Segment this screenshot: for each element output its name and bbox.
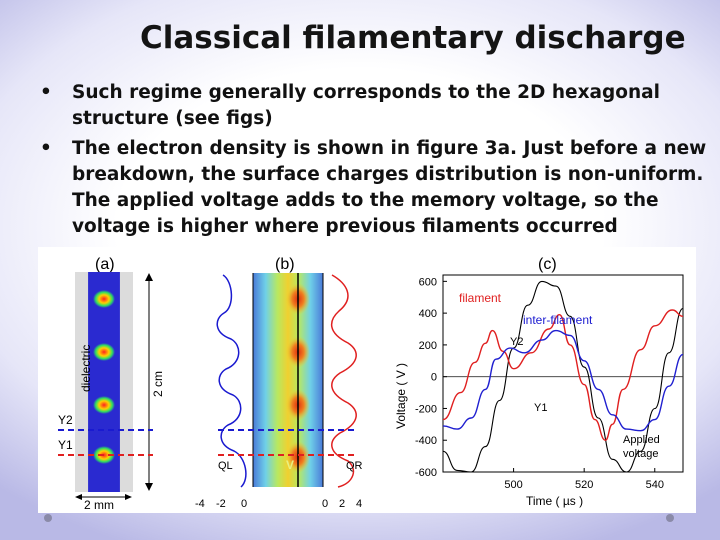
x-tick-label: 540 — [646, 479, 664, 491]
ql-label: QL — [218, 460, 233, 472]
panel-a-label: (a) — [95, 256, 115, 273]
ql-tick: -2 — [216, 498, 226, 510]
applied-voltage-line — [442, 280, 684, 473]
slide-title: Classical filamentary discharge — [140, 20, 686, 56]
filament-spots — [93, 290, 115, 464]
y-tick-label: -600 — [415, 467, 437, 479]
dielectric-label: dielectric — [79, 345, 93, 392]
v-label: V — [286, 458, 294, 472]
y-tick-label: -400 — [415, 435, 437, 447]
qr-profile — [330, 274, 357, 488]
qr-tick: 2 — [339, 498, 345, 510]
qr-tick: 4 — [356, 498, 362, 510]
qr-label: QR — [346, 460, 363, 472]
y-tick-label: -200 — [415, 403, 437, 415]
filament-spot — [93, 396, 115, 414]
y-tick-label: 0 — [431, 372, 437, 384]
plot-frame — [442, 274, 684, 473]
y2-chart-label: Y2 — [510, 336, 523, 348]
filament-spot — [93, 343, 115, 361]
y-tick-label: 600 — [419, 276, 437, 288]
chart-series — [442, 280, 684, 473]
applied-voltage-label: Applied — [623, 434, 660, 446]
bullet-list: Such regime generally corresponds to the… — [38, 80, 708, 244]
width-label: 2 mm — [84, 498, 114, 512]
bullet-item: The electron density is shown in figure … — [38, 136, 708, 240]
x-axis-label: Time ( µs ) — [526, 494, 583, 508]
arrow-head — [145, 483, 153, 491]
ql-tick: 0 — [241, 498, 247, 510]
y-tick-label: 400 — [419, 308, 437, 320]
ql-profile — [216, 274, 247, 488]
filament-spot — [93, 290, 115, 308]
figure-svg: (a) dielectric 2 cm Y2 Y1 2 mm (b) — [58, 256, 684, 512]
arrow-head — [145, 273, 153, 281]
y-ticks: 600 400 200 0 -200 -400 -600 — [415, 276, 447, 479]
qr-tick: 0 — [322, 498, 328, 510]
y1-label: Y1 — [58, 438, 73, 452]
slide-dot-left — [44, 514, 52, 522]
y1-chart-label: Y1 — [534, 402, 547, 414]
filament-line — [442, 309, 684, 441]
arrow-head — [75, 494, 82, 500]
applied-voltage-label: voltage — [623, 448, 658, 460]
height-label: 2 cm — [151, 371, 165, 397]
y2-label: Y2 — [58, 413, 73, 427]
arrow-head — [125, 494, 132, 500]
voltage-chart: 600 400 200 0 -200 -400 -600 500 520 540 Voltage… — [394, 274, 684, 508]
panel-c-label: (c) — [538, 256, 557, 273]
slide-dot-right — [666, 514, 674, 522]
inter-filament-line — [442, 329, 684, 432]
figure-panel: (a) dielectric 2 cm Y2 Y1 2 mm (b) — [38, 247, 696, 513]
panel-b-label: (b) — [275, 256, 295, 273]
y-axis-label: Voltage ( V ) — [394, 363, 408, 429]
ql-tick: -4 — [195, 498, 205, 510]
y-tick-label: 200 — [419, 340, 437, 352]
x-tick-label: 520 — [575, 479, 593, 491]
bullet-item: Such regime generally corresponds to the… — [38, 80, 708, 132]
inter-filament-series-label: inter-filament — [523, 313, 593, 327]
filament-series-label: filament — [459, 291, 502, 305]
x-ticks: 500 520 540 — [504, 468, 664, 491]
x-tick-label: 500 — [504, 479, 522, 491]
